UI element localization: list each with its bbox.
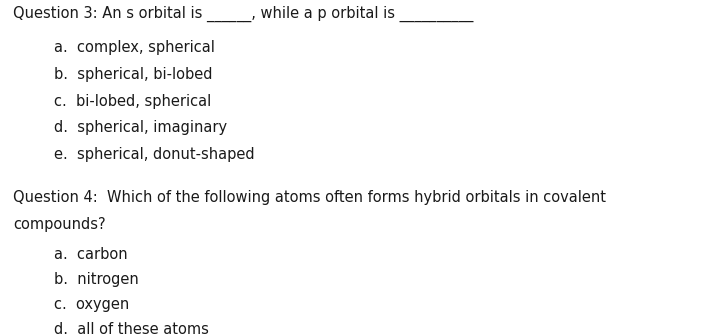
Text: c.  bi-lobed, spherical: c. bi-lobed, spherical	[54, 94, 211, 109]
Text: a.  carbon: a. carbon	[54, 247, 127, 262]
Text: Question 3: An s orbital is ______, while a p orbital is __________: Question 3: An s orbital is ______, whil…	[13, 5, 473, 22]
Text: b.  nitrogen: b. nitrogen	[54, 272, 139, 287]
Text: e.  spherical, donut-shaped: e. spherical, donut-shaped	[54, 147, 255, 162]
Text: compounds?: compounds?	[13, 217, 106, 232]
Text: c.  oxygen: c. oxygen	[54, 297, 129, 312]
Text: a.  complex, spherical: a. complex, spherical	[54, 40, 215, 55]
Text: d.  spherical, imaginary: d. spherical, imaginary	[54, 120, 227, 135]
Text: Question 4:  Which of the following atoms often forms hybrid orbitals in covalen: Question 4: Which of the following atoms…	[13, 190, 606, 205]
Text: d.  all of these atoms: d. all of these atoms	[54, 322, 209, 334]
Text: b.  spherical, bi-lobed: b. spherical, bi-lobed	[54, 67, 212, 82]
